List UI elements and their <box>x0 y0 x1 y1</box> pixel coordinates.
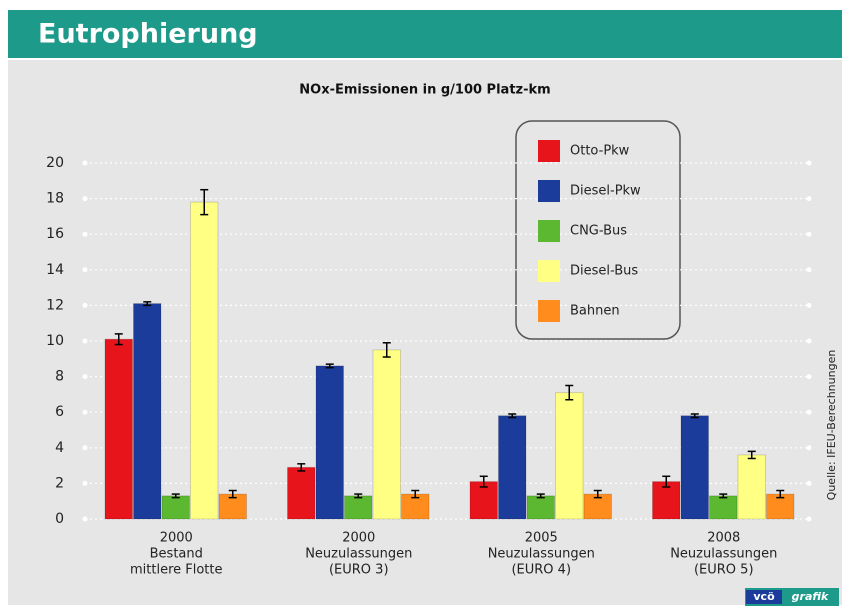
legend-box <box>515 120 681 340</box>
grid-dot <box>806 231 812 237</box>
grid-dot <box>806 516 812 522</box>
y-tick-label: 10 <box>46 333 64 349</box>
legend-label: CNG-Bus <box>570 224 627 239</box>
bar <box>287 466 316 520</box>
source: Quelle: IFEU-Berechnungen <box>825 350 838 501</box>
grid-dot <box>82 196 88 202</box>
y-tick-label: 0 <box>55 511 64 527</box>
legend-label: Diesel-Pkw <box>570 184 641 199</box>
chart-title: NOx-Emissionen in g/100 Platz-km <box>299 83 550 98</box>
logo-text: vcö <box>753 590 775 603</box>
y-tick-label: 16 <box>46 226 64 242</box>
grid-dot <box>82 160 88 166</box>
grid-dot <box>806 267 812 273</box>
bar <box>498 415 527 520</box>
grid-dot <box>82 516 88 522</box>
x-tick-label: Neuzulassungen <box>670 547 777 562</box>
y-tick-label: 4 <box>55 440 64 456</box>
bar <box>583 493 612 520</box>
grid-dot <box>82 374 88 380</box>
legend-label: Bahnen <box>570 304 620 319</box>
x-tick-label: 2000 <box>160 531 193 546</box>
x-tick-label: Neuzulassungen <box>488 547 595 562</box>
x-tick-label: 2005 <box>525 531 558 546</box>
grid-dot <box>806 480 812 486</box>
x-tick-label: mittlere Flotte <box>130 563 223 578</box>
x-tick-label: (EURO 5) <box>694 563 754 578</box>
header-title: Eutrophierung <box>38 19 258 50</box>
x-tick-label: (EURO 3) <box>329 563 389 578</box>
grid-dot <box>82 445 88 451</box>
legend-swatch <box>538 220 560 242</box>
grid-dot <box>806 374 812 380</box>
x-tick-label: (EURO 4) <box>511 563 571 578</box>
grid-dot <box>82 231 88 237</box>
x-tick-label: Neuzulassungen <box>305 547 412 562</box>
bar <box>709 495 738 520</box>
bar <box>190 201 219 520</box>
bar <box>737 454 766 520</box>
grid-dot <box>806 196 812 202</box>
bar <box>344 495 373 520</box>
grid-dot <box>82 409 88 415</box>
y-tick-label: 6 <box>55 404 64 420</box>
grid-dot <box>806 160 812 166</box>
logo-box <box>746 590 782 604</box>
header-bar <box>8 10 842 58</box>
legend-swatch <box>538 260 560 282</box>
bar <box>469 481 498 520</box>
y-tick-label: 20 <box>46 155 64 171</box>
bar <box>372 349 401 520</box>
logo-text: grafik <box>792 590 829 603</box>
y-tick-label: 12 <box>46 297 64 313</box>
legend-swatch <box>538 180 560 202</box>
x-tick-label: 2008 <box>707 531 740 546</box>
grid-dot <box>806 409 812 415</box>
grid-dot <box>82 267 88 273</box>
bar <box>315 365 344 520</box>
bar <box>680 415 709 520</box>
bar <box>526 495 555 520</box>
bar <box>104 338 133 520</box>
bar <box>133 303 162 520</box>
grid-dot <box>806 445 812 451</box>
grid-dot <box>806 302 812 308</box>
y-tick-label: 14 <box>46 262 64 278</box>
legend-swatch <box>538 140 560 162</box>
legend-label: Diesel-Bus <box>570 264 638 279</box>
x-tick-label: 2000 <box>342 531 375 546</box>
legend-label: Otto-Pkw <box>570 144 630 159</box>
y-tick-label: 18 <box>46 191 64 207</box>
legend-swatch <box>538 300 560 322</box>
x-tick-label: Bestand <box>150 547 203 562</box>
y-tick-label: 8 <box>55 369 64 385</box>
grid-dot <box>82 480 88 486</box>
bar <box>652 481 681 520</box>
y-tick-label: 2 <box>55 475 64 491</box>
grid-dot <box>82 338 88 344</box>
bar <box>555 392 584 520</box>
grid-dot <box>806 338 812 344</box>
bar <box>161 495 190 520</box>
grid-dot <box>82 302 88 308</box>
